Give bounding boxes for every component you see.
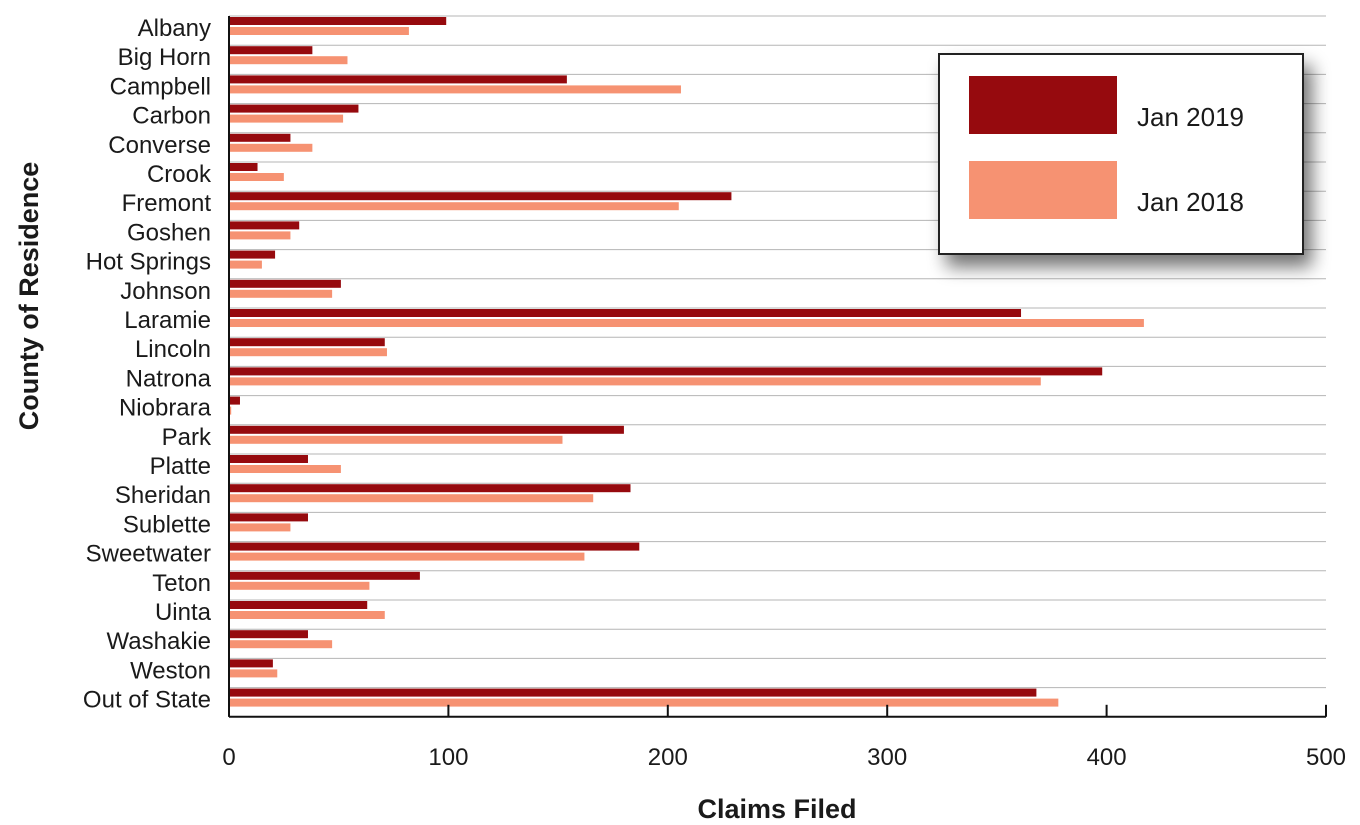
- bar-jan-2018: [229, 143, 313, 152]
- bar-jan-2019: [229, 104, 359, 113]
- bar-jan-2019: [229, 542, 640, 551]
- category-label: Goshen: [127, 219, 211, 246]
- category-label: Fremont: [122, 190, 212, 217]
- category-label: Lincoln: [135, 336, 211, 363]
- category-label: Teton: [152, 570, 211, 597]
- bar-jan-2018: [229, 435, 563, 444]
- category-label: Carbon: [132, 103, 211, 130]
- legend: Jan 2019 Jan 2018: [938, 53, 1304, 255]
- bar-jan-2019: [229, 396, 240, 405]
- bar-jan-2019: [229, 367, 1103, 376]
- category-label: Uinta: [155, 599, 212, 626]
- category-label: Weston: [130, 657, 211, 684]
- bar-jan-2018: [229, 173, 284, 181]
- x-tick-label: 100: [428, 744, 468, 771]
- bar-jan-2018: [229, 319, 1144, 327]
- category-label: Platte: [150, 453, 211, 480]
- category-label: Natrona: [126, 365, 212, 392]
- bar-jan-2019: [229, 338, 385, 347]
- category-label: Campbell: [110, 73, 211, 100]
- bar-jan-2019: [229, 688, 1037, 697]
- category-label: Niobrara: [119, 395, 212, 422]
- bar-jan-2018: [229, 523, 291, 532]
- bar-jan-2018: [229, 27, 409, 35]
- category-label: Out of State: [83, 687, 211, 714]
- bar-jan-2018: [229, 260, 262, 269]
- bar-jan-2019: [229, 133, 291, 142]
- legend-label-jan-2019: Jan 2019: [1137, 102, 1244, 132]
- bar-jan-2018: [229, 406, 232, 415]
- bar-jan-2019: [229, 455, 308, 463]
- x-tick-label: 0: [222, 744, 235, 771]
- category-label: Park: [162, 424, 212, 451]
- category-label: Converse: [108, 132, 211, 159]
- category-label: Laramie: [124, 307, 211, 334]
- bar-jan-2018: [229, 552, 585, 561]
- bar-jan-2019: [229, 630, 308, 639]
- bar-jan-2019: [229, 571, 420, 580]
- bar-jan-2018: [229, 85, 681, 94]
- bar-jan-2018: [229, 202, 679, 211]
- category-label: Sheridan: [115, 482, 211, 509]
- bar-jan-2018: [229, 289, 333, 298]
- bar-jan-2019: [229, 221, 300, 230]
- x-tick-label: 400: [1087, 744, 1127, 771]
- bar-jan-2019: [229, 192, 732, 201]
- bar-jan-2018: [229, 377, 1041, 386]
- bar-jan-2019: [229, 601, 368, 609]
- bar-jan-2019: [229, 484, 631, 493]
- category-label: Albany: [138, 15, 211, 42]
- legend-swatch-jan-2019: [969, 76, 1117, 134]
- bar-jan-2018: [229, 114, 344, 123]
- x-tick-label: 200: [648, 744, 688, 771]
- legend-swatch-jan-2018: [969, 161, 1117, 219]
- bar-jan-2019: [229, 46, 313, 55]
- bars: [229, 17, 1144, 707]
- bar-jan-2019: [229, 279, 341, 288]
- category-label: Sublette: [123, 511, 211, 538]
- bar-jan-2018: [229, 465, 341, 473]
- axes: [228, 16, 1327, 718]
- bar-jan-2019: [229, 309, 1022, 317]
- gridlines: [229, 15, 1326, 689]
- bar-jan-2018: [229, 494, 594, 503]
- category-label: Big Horn: [118, 44, 211, 71]
- bar-jan-2018: [229, 348, 387, 357]
- bar-jan-2019: [229, 425, 624, 434]
- bar-jan-2019: [229, 17, 447, 25]
- bar-jan-2019: [229, 163, 258, 171]
- y-axis-title: County of Residence: [14, 162, 44, 431]
- bar-jan-2019: [229, 513, 308, 522]
- x-tick-labels: 0 100 200 300 400 500: [222, 744, 1346, 771]
- x-tick-label: 300: [867, 744, 907, 771]
- bar-jan-2018: [229, 231, 291, 240]
- category-label: Sweetwater: [86, 541, 211, 568]
- bar-jan-2018: [229, 698, 1059, 707]
- category-label: Crook: [147, 161, 212, 188]
- x-axis-title: Claims Filed: [697, 794, 856, 824]
- bar-jan-2018: [229, 581, 370, 590]
- bar-jan-2019: [229, 659, 273, 668]
- bar-jan-2018: [229, 640, 333, 649]
- bar-jan-2019: [229, 75, 567, 84]
- category-label: Hot Springs: [86, 249, 211, 276]
- bar-jan-2018: [229, 611, 385, 619]
- x-tick-label: 500: [1306, 744, 1346, 771]
- category-label: Washakie: [107, 628, 211, 655]
- bar-jan-2018: [229, 56, 348, 65]
- bar-jan-2018: [229, 669, 278, 678]
- category-label: Johnson: [120, 278, 211, 305]
- legend-label-jan-2018: Jan 2018: [1137, 187, 1244, 217]
- bar-jan-2019: [229, 250, 276, 259]
